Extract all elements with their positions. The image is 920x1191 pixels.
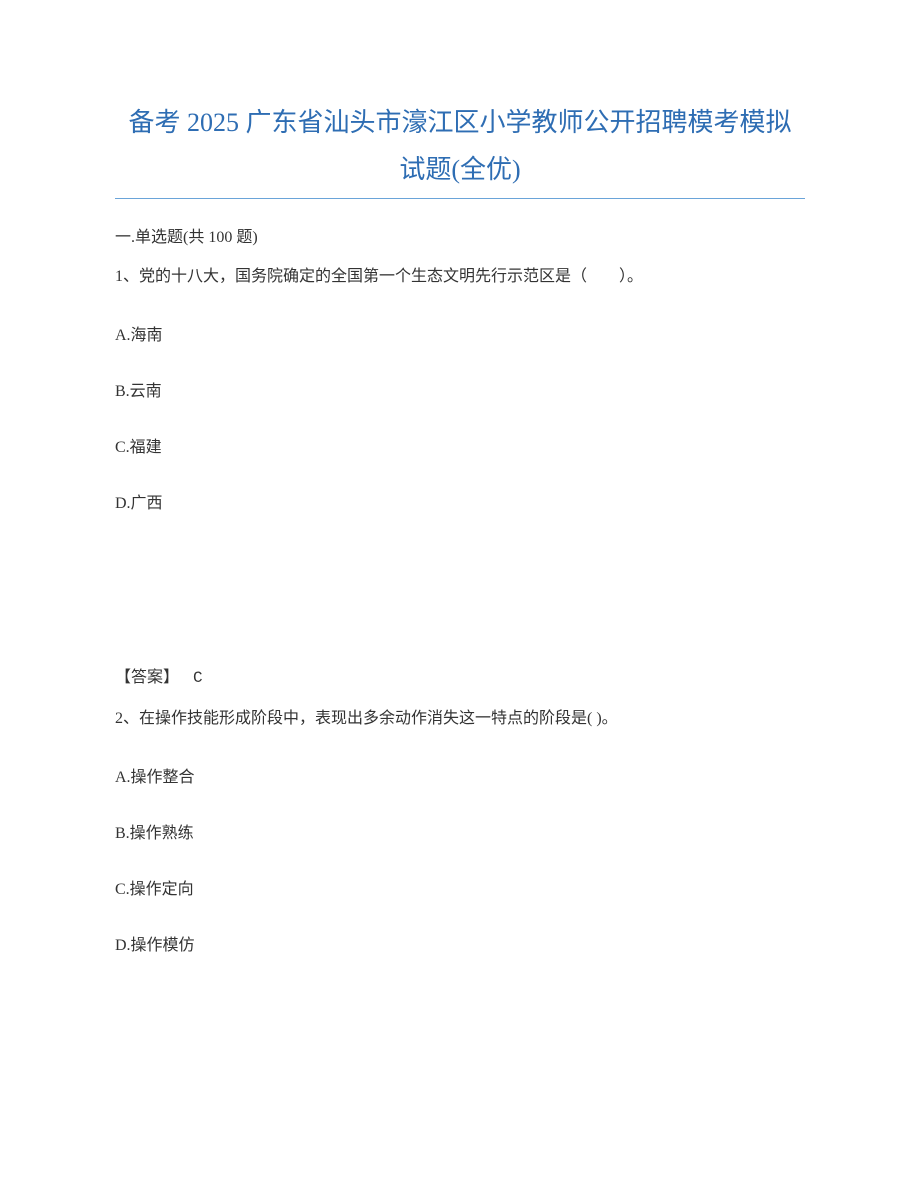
question-2-option-c: C.操作定向 xyxy=(115,875,805,899)
answer-value: C xyxy=(193,669,203,687)
question-1-text: 1、党的十八大，国务院确定的全国第一个生态文明先行示范区是（ ）。 xyxy=(115,265,805,289)
document-title: 备考 2025 广东省汕头市濠江区小学教师公开招聘模考模拟 试题(全优) xyxy=(115,100,805,194)
question-2-text: 2、在操作技能形成阶段中，表现出多余动作消失这一特点的阶段是( )。 xyxy=(115,707,805,731)
title-line-2: 试题(全优) xyxy=(115,147,805,194)
question-1-option-d: D.广西 xyxy=(115,489,805,513)
title-divider xyxy=(115,198,805,199)
question-2-option-a: A.操作整合 xyxy=(115,763,805,787)
question-1-option-c: C.福建 xyxy=(115,433,805,457)
question-2-option-d: D.操作模仿 xyxy=(115,931,805,955)
question-1-option-a: A.海南 xyxy=(115,321,805,345)
section-header: 一.单选题(共 100 题) xyxy=(115,223,805,247)
answer-label: 【答案】 xyxy=(115,669,179,686)
question-1-answer: 【答案】 C xyxy=(115,663,805,687)
question-1-option-b: B.云南 xyxy=(115,377,805,401)
title-line-1: 备考 2025 广东省汕头市濠江区小学教师公开招聘模考模拟 xyxy=(115,100,805,147)
question-2-option-b: B.操作熟练 xyxy=(115,819,805,843)
